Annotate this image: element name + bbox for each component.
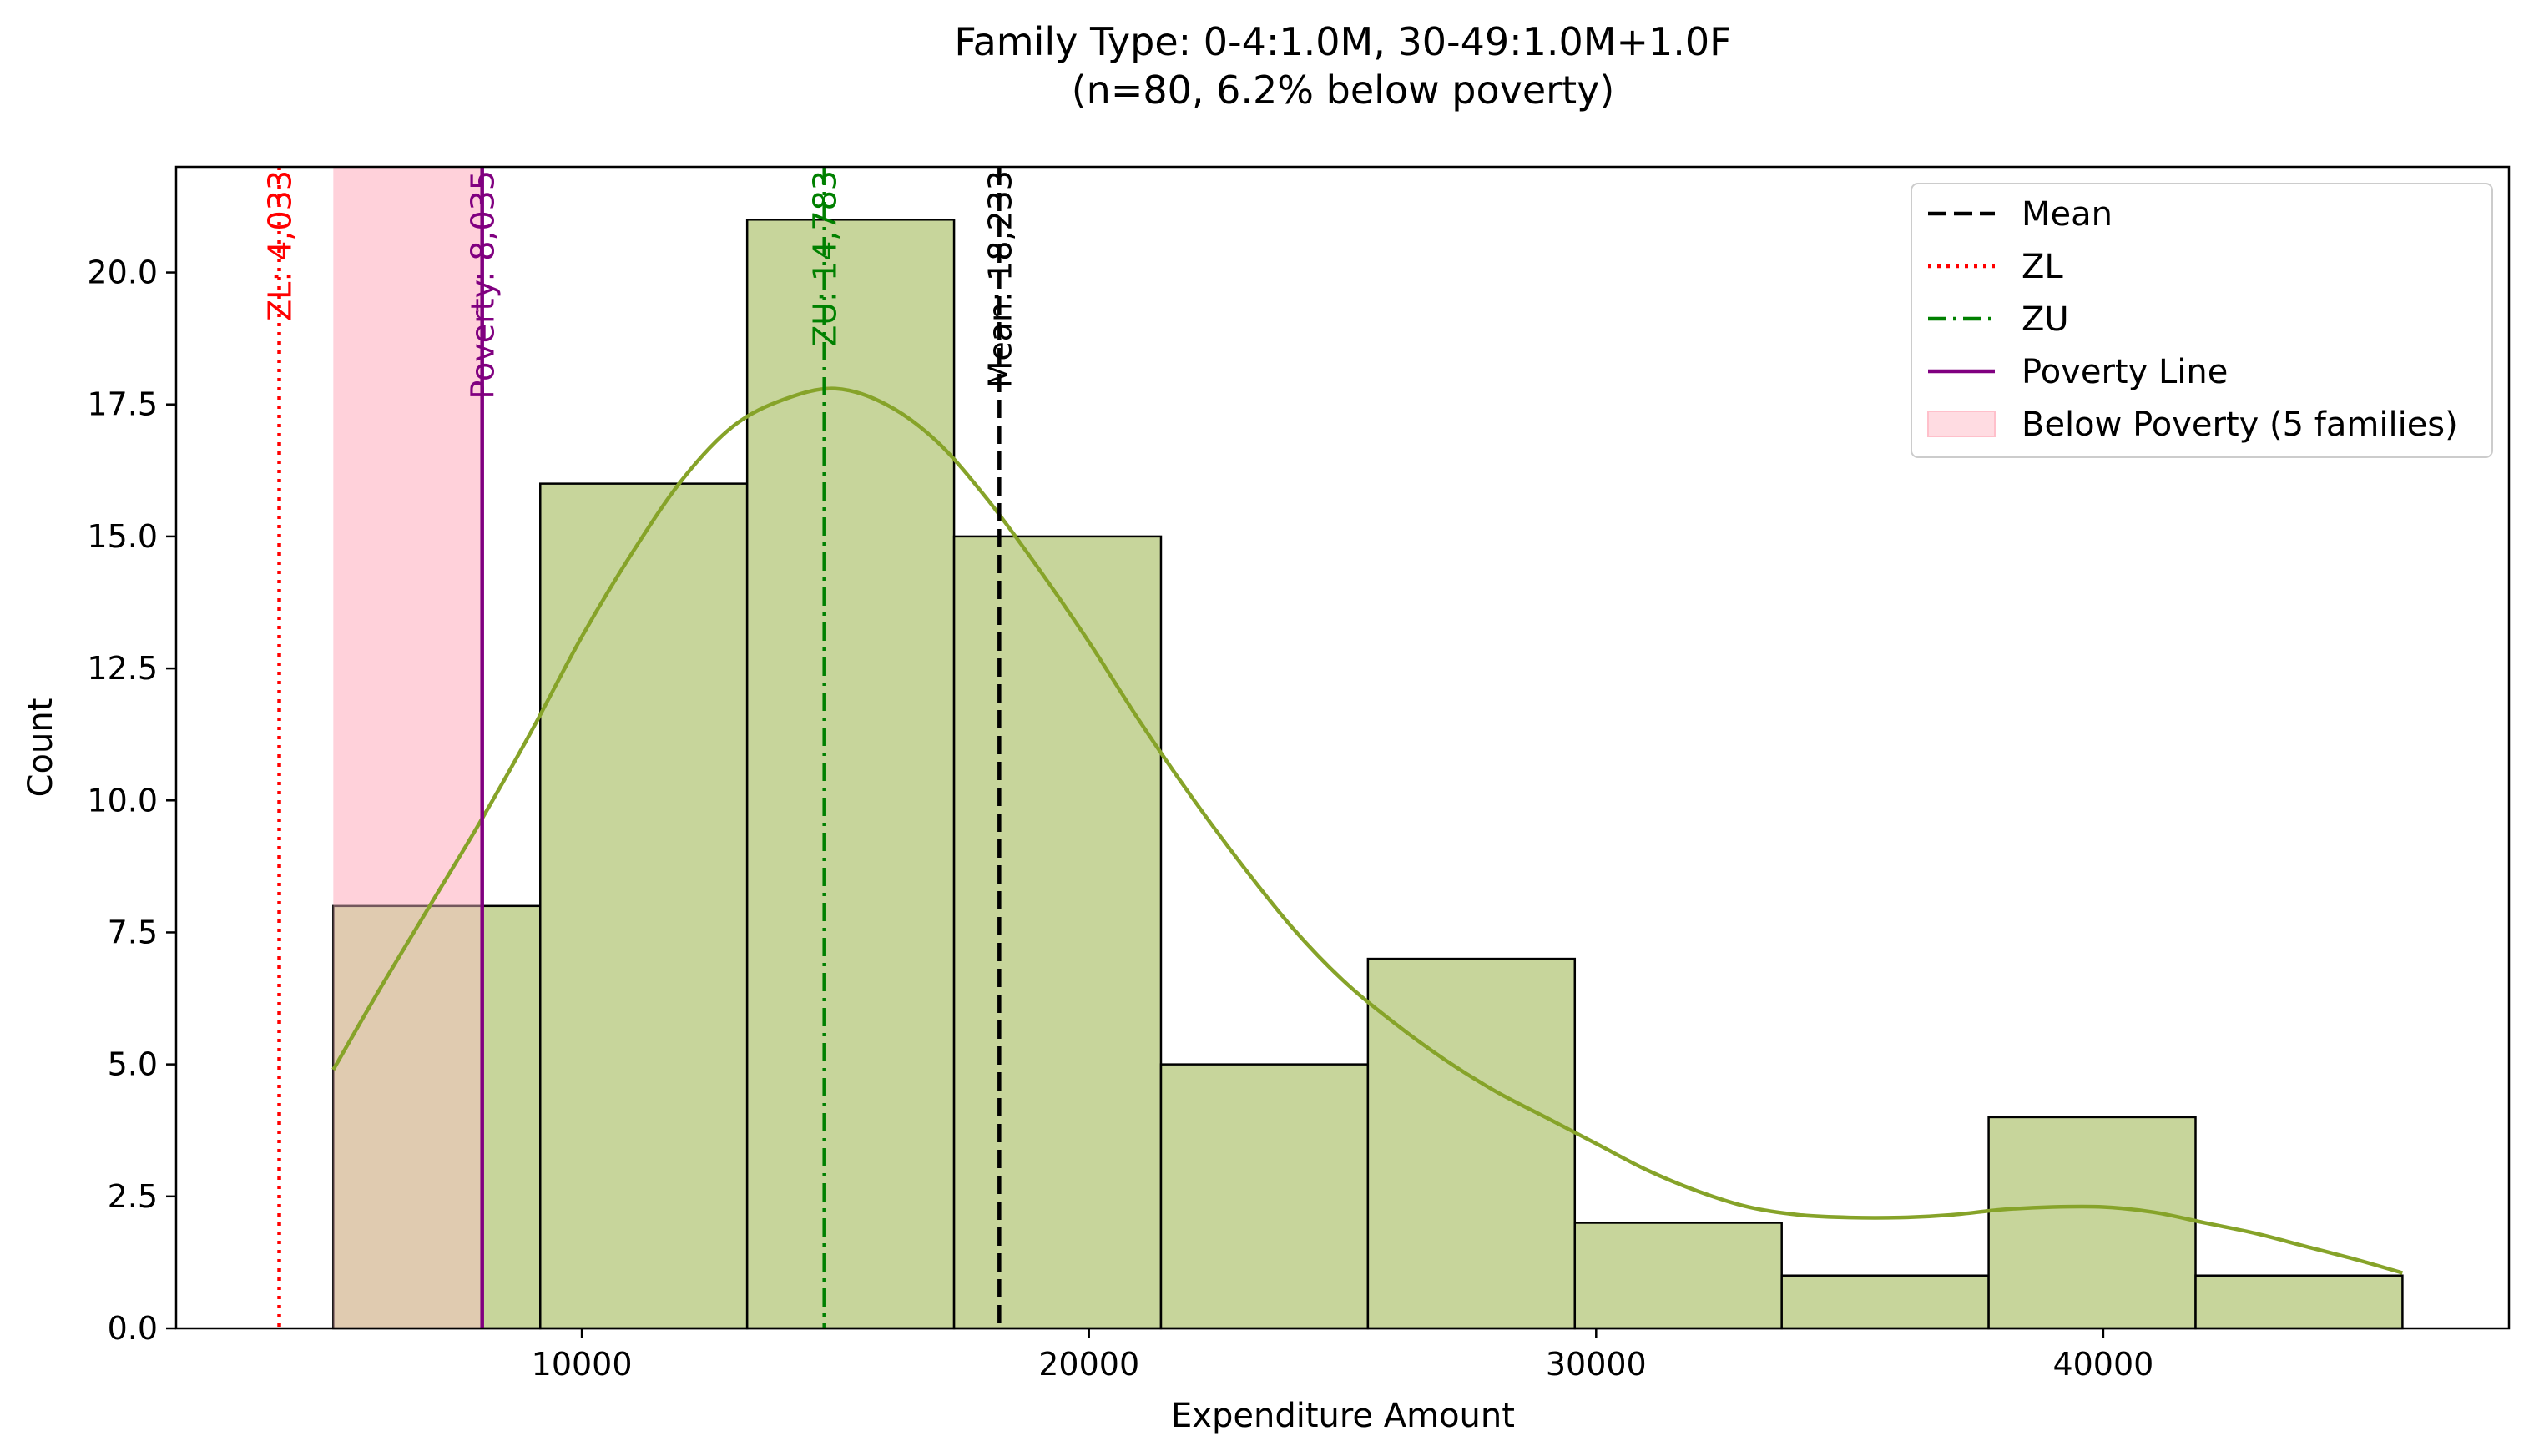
chart-title-line-2: (n=80, 6.2% below poverty) (1072, 68, 1615, 113)
histogram-bar (1366, 957, 1577, 1330)
legend-label-below-poverty-5-families: Below Poverty (5 families) (2022, 406, 2458, 444)
histogram-bar (539, 482, 749, 1330)
histogram-bar (1159, 1063, 1370, 1330)
histogram-bar (2194, 1274, 2404, 1330)
y-tick-label: 15.0 (87, 518, 158, 555)
below-poverty-overlay (333, 167, 482, 1328)
mean-label: Mean: 18,233 (982, 170, 1018, 388)
zu-label: ZU: 14,783 (807, 170, 844, 347)
x-axis-title: Expenditure Amount (1171, 1397, 1515, 1435)
histogram-bar (1573, 1222, 1783, 1330)
x-axis: 10000 20000 30000 40000 (532, 1328, 2153, 1383)
x-tick-label: 30000 (1546, 1346, 1647, 1383)
plot-frame (174, 165, 2511, 1330)
y-tick-label: 5.0 (108, 1046, 158, 1083)
histogram-bar (332, 904, 542, 1330)
legend-label-mean: Mean (2022, 195, 2113, 234)
histogram-bar (1780, 1274, 1990, 1330)
bars-layer (332, 167, 2404, 1330)
histogram-bar (745, 219, 956, 1330)
y-tick-label: 17.5 (87, 386, 158, 423)
poverty-line-label: Poverty: 8,035 (465, 170, 502, 400)
legend-label-poverty-line: Poverty Line (2022, 353, 2228, 391)
legend-box (1911, 183, 2493, 458)
zl-label: ZL: 4,033 (262, 170, 299, 321)
x-tick-label: 20000 (1038, 1346, 1139, 1383)
legend-handle-below-poverty-5-families (1927, 411, 1996, 437)
y-tick-label: 10.0 (87, 782, 158, 819)
x-tick-label: 10000 (532, 1346, 633, 1383)
y-tick-label: 7.5 (108, 914, 158, 950)
x-tick-label: 40000 (2052, 1346, 2153, 1383)
kde-curve (331, 386, 2404, 1275)
y-axis: 0.0 2.5 5.0 7.5 10.0 12.5 15.0 17.5 20.0 (87, 254, 176, 1347)
y-tick-label: 2.5 (108, 1178, 158, 1215)
legend: Mean ZL ZU Poverty Line Below Poverty (5 fam… (1911, 183, 2493, 458)
kde-layer (331, 386, 2404, 1275)
y-tick-label: 20.0 (87, 254, 158, 291)
y-axis-title: Count (22, 698, 60, 798)
legend-label-zl: ZL (2022, 248, 2063, 286)
y-tick-label: 0.0 (108, 1310, 158, 1347)
y-tick-label: 12.5 (87, 650, 158, 687)
vline-layer: Mean: 18,233 ZL: 4,033 ZU: 14,783 Poverty: … (262, 167, 1018, 1328)
chart-title-line-1: Family Type: 0-4:1.0M, 30-49:1.0M+1.0F (954, 19, 1731, 64)
histogram-bar (952, 535, 1163, 1330)
histogram-bar (1987, 1116, 2197, 1330)
legend-label-zu: ZU (2022, 300, 2069, 339)
